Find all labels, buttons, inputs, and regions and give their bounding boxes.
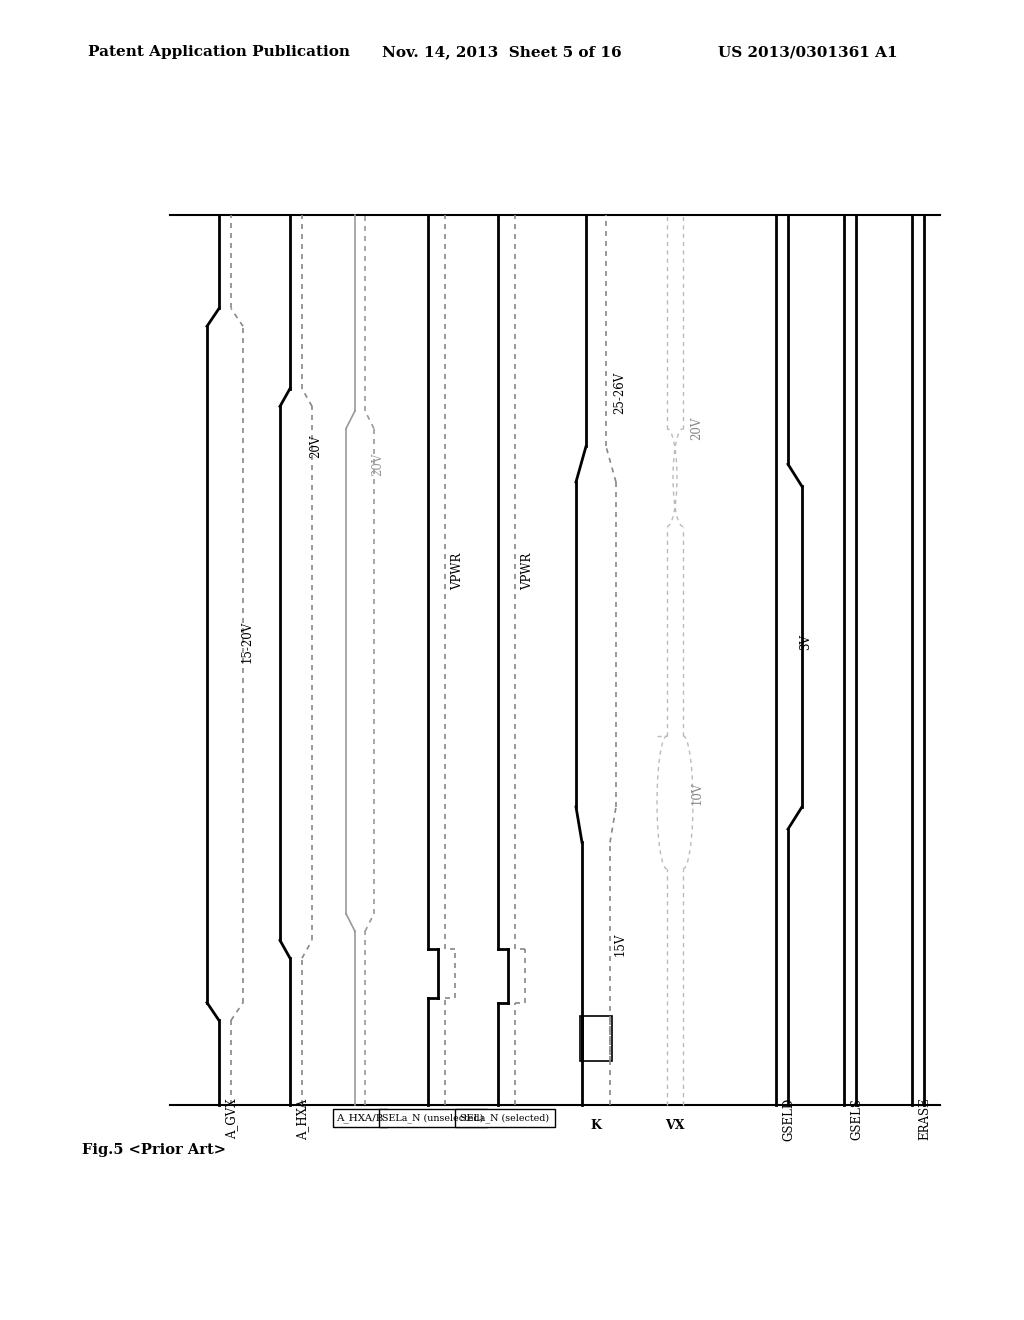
Text: K: K <box>591 1119 601 1133</box>
FancyBboxPatch shape <box>580 1016 612 1060</box>
Text: 15-20V: 15-20V <box>241 622 254 664</box>
FancyBboxPatch shape <box>379 1109 487 1127</box>
Text: Fig.5 <Prior Art>: Fig.5 <Prior Art> <box>82 1143 226 1158</box>
FancyBboxPatch shape <box>455 1109 555 1127</box>
Text: 25-26V: 25-26V <box>613 372 627 414</box>
Text: 20V: 20V <box>690 417 703 441</box>
Text: VPWR: VPWR <box>521 552 535 590</box>
Text: GSELD: GSELD <box>782 1097 795 1140</box>
Text: Nov. 14, 2013  Sheet 5 of 16: Nov. 14, 2013 Sheet 5 of 16 <box>382 45 622 59</box>
Text: ERASE: ERASE <box>918 1098 931 1140</box>
Text: A_HXA: A_HXA <box>296 1098 309 1139</box>
Text: 20V: 20V <box>309 434 323 458</box>
Text: Patent Application Publication: Patent Application Publication <box>88 45 350 59</box>
Text: GSELS: GSELS <box>850 1098 863 1140</box>
Text: A_HXA/B: A_HXA/B <box>336 1113 384 1123</box>
Text: 20V: 20V <box>372 453 384 477</box>
Text: 3V: 3V <box>800 634 812 651</box>
FancyBboxPatch shape <box>333 1109 387 1127</box>
Text: US 2013/0301361 A1: US 2013/0301361 A1 <box>718 45 898 59</box>
Text: VX: VX <box>666 1119 685 1133</box>
Text: SELa_N (selected): SELa_N (selected) <box>461 1113 550 1123</box>
Text: A_GVX: A_GVX <box>225 1098 238 1139</box>
Text: 10V: 10V <box>690 781 703 805</box>
Text: SELa_N (unselected): SELa_N (unselected) <box>382 1113 483 1123</box>
Text: VPWR: VPWR <box>452 552 465 590</box>
Text: 15V: 15V <box>613 933 627 957</box>
